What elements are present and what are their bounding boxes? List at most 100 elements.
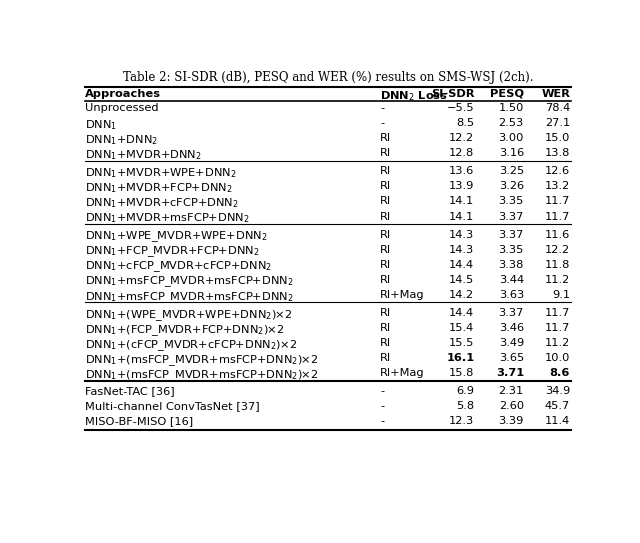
Text: 3.44: 3.44	[499, 275, 524, 285]
Text: -: -	[380, 401, 384, 411]
Text: RI: RI	[380, 212, 391, 222]
Text: DNN$_1$+WPE_MVDR+WPE+DNN$_2$: DNN$_1$+WPE_MVDR+WPE+DNN$_2$	[85, 230, 268, 244]
Text: DNN$_1$+MVDR+WPE+DNN$_2$: DNN$_1$+MVDR+WPE+DNN$_2$	[85, 166, 237, 180]
Text: 3.00: 3.00	[499, 134, 524, 143]
Text: MISO-BF-MISO [16]: MISO-BF-MISO [16]	[85, 416, 193, 426]
Text: 11.8: 11.8	[545, 260, 570, 270]
Text: RI: RI	[380, 308, 391, 318]
Text: RI+Mag: RI+Mag	[380, 290, 425, 300]
Text: DNN$_1$+cFCP_MVDR+cFCP+DNN$_2$: DNN$_1$+cFCP_MVDR+cFCP+DNN$_2$	[85, 260, 272, 274]
Text: DNN$_1$+MVDR+FCP+DNN$_2$: DNN$_1$+MVDR+FCP+DNN$_2$	[85, 181, 232, 195]
Text: RI: RI	[380, 134, 391, 143]
Text: 2.31: 2.31	[499, 386, 524, 396]
Text: 15.5: 15.5	[449, 338, 474, 348]
Text: RI: RI	[380, 181, 391, 192]
Text: 14.3: 14.3	[449, 244, 474, 255]
Text: -: -	[380, 103, 384, 113]
Text: RI: RI	[380, 275, 391, 285]
Text: DNN$_1$+(msFCP_MVDR+msFCP+DNN$_2$)×2: DNN$_1$+(msFCP_MVDR+msFCP+DNN$_2$)×2	[85, 368, 319, 383]
Text: 3.37: 3.37	[499, 212, 524, 222]
Text: 3.38: 3.38	[499, 260, 524, 270]
Text: 3.37: 3.37	[499, 308, 524, 318]
Text: 3.37: 3.37	[499, 230, 524, 239]
Text: 3.16: 3.16	[499, 148, 524, 159]
Text: FasNet-TAC [36]: FasNet-TAC [36]	[85, 386, 175, 396]
Text: 3.65: 3.65	[499, 353, 524, 363]
Text: 3.49: 3.49	[499, 338, 524, 348]
Text: DNN$_1$+msFCP_MVDR+msFCP+DNN$_2$: DNN$_1$+msFCP_MVDR+msFCP+DNN$_2$	[85, 275, 294, 289]
Text: Unprocessed: Unprocessed	[85, 103, 159, 113]
Text: 27.1: 27.1	[545, 118, 570, 128]
Text: 3.39: 3.39	[499, 416, 524, 426]
Text: 11.7: 11.7	[545, 308, 570, 318]
Text: 12.8: 12.8	[449, 148, 474, 159]
Text: 13.2: 13.2	[545, 181, 570, 192]
Text: 14.5: 14.5	[449, 275, 474, 285]
Text: 14.1: 14.1	[449, 212, 474, 222]
Text: 14.4: 14.4	[449, 308, 474, 318]
Text: 45.7: 45.7	[545, 401, 570, 411]
Text: 11.7: 11.7	[545, 197, 570, 206]
Text: 15.4: 15.4	[449, 323, 474, 333]
Text: RI: RI	[380, 148, 391, 159]
Text: DNN$_1$+(WPE_MVDR+WPE+DNN$_2$)×2: DNN$_1$+(WPE_MVDR+WPE+DNN$_2$)×2	[85, 308, 292, 323]
Text: 78.4: 78.4	[545, 103, 570, 113]
Text: RI: RI	[380, 244, 391, 255]
Text: 15.8: 15.8	[449, 368, 474, 378]
Text: RI: RI	[380, 166, 391, 176]
Text: RI: RI	[380, 353, 391, 363]
Text: 14.3: 14.3	[449, 230, 474, 239]
Text: 3.25: 3.25	[499, 166, 524, 176]
Text: DNN$_1$+FCP_MVDR+FCP+DNN$_2$: DNN$_1$+FCP_MVDR+FCP+DNN$_2$	[85, 244, 260, 260]
Text: 11.2: 11.2	[545, 338, 570, 348]
Text: 16.1: 16.1	[446, 353, 474, 363]
Text: −5.5: −5.5	[447, 103, 474, 113]
Text: 12.6: 12.6	[545, 166, 570, 176]
Text: 3.35: 3.35	[499, 197, 524, 206]
Text: WER: WER	[541, 89, 570, 99]
Text: DNN$_1$+msFCP_MVDR+msFCP+DNN$_2$: DNN$_1$+msFCP_MVDR+msFCP+DNN$_2$	[85, 290, 294, 305]
Text: 2.53: 2.53	[499, 118, 524, 128]
Text: DNN$_1$+MVDR+DNN$_2$: DNN$_1$+MVDR+DNN$_2$	[85, 148, 202, 162]
Text: 15.0: 15.0	[545, 134, 570, 143]
Text: 3.63: 3.63	[499, 290, 524, 300]
Text: RI+Mag: RI+Mag	[380, 368, 425, 378]
Text: DNN$_1$+(cFCP_MVDR+cFCP+DNN$_2$)×2: DNN$_1$+(cFCP_MVDR+cFCP+DNN$_2$)×2	[85, 338, 297, 352]
Text: RI: RI	[380, 338, 391, 348]
Text: DNN$_2$ Loss: DNN$_2$ Loss	[380, 89, 448, 103]
Text: 8.6: 8.6	[550, 368, 570, 378]
Text: 14.4: 14.4	[449, 260, 474, 270]
Text: RI: RI	[380, 323, 391, 333]
Text: SI-SDR: SI-SDR	[431, 89, 474, 99]
Text: 13.9: 13.9	[449, 181, 474, 192]
Text: 9.1: 9.1	[552, 290, 570, 300]
Text: 10.0: 10.0	[545, 353, 570, 363]
Text: 14.1: 14.1	[449, 197, 474, 206]
Text: 2.60: 2.60	[499, 401, 524, 411]
Text: Approaches: Approaches	[85, 89, 161, 99]
Text: 13.8: 13.8	[545, 148, 570, 159]
Text: 12.2: 12.2	[449, 134, 474, 143]
Text: RI: RI	[380, 197, 391, 206]
Text: 11.7: 11.7	[545, 323, 570, 333]
Text: 1.50: 1.50	[499, 103, 524, 113]
Text: RI: RI	[380, 260, 391, 270]
Text: DNN$_1$: DNN$_1$	[85, 118, 117, 132]
Text: 5.8: 5.8	[456, 401, 474, 411]
Text: DNN$_1$+MVDR+msFCP+DNN$_2$: DNN$_1$+MVDR+msFCP+DNN$_2$	[85, 212, 250, 225]
Text: RI: RI	[380, 230, 391, 239]
Text: DNN$_1$+(FCP_MVDR+FCP+DNN$_2$)×2: DNN$_1$+(FCP_MVDR+FCP+DNN$_2$)×2	[85, 323, 284, 338]
Text: DNN$_1$+DNN$_2$: DNN$_1$+DNN$_2$	[85, 134, 158, 147]
Text: DNN$_1$+MVDR+cFCP+DNN$_2$: DNN$_1$+MVDR+cFCP+DNN$_2$	[85, 197, 239, 210]
Text: 12.2: 12.2	[545, 244, 570, 255]
Text: 13.6: 13.6	[449, 166, 474, 176]
Text: Multi-channel ConvTasNet [37]: Multi-channel ConvTasNet [37]	[85, 401, 260, 411]
Text: 34.9: 34.9	[545, 386, 570, 396]
Text: -: -	[380, 386, 384, 396]
Text: 11.7: 11.7	[545, 212, 570, 222]
Text: 3.26: 3.26	[499, 181, 524, 192]
Text: 3.71: 3.71	[496, 368, 524, 378]
Text: 11.2: 11.2	[545, 275, 570, 285]
Text: 3.46: 3.46	[499, 323, 524, 333]
Text: -: -	[380, 416, 384, 426]
